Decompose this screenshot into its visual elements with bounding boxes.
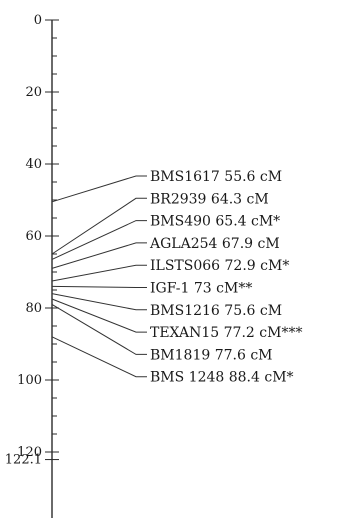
marker-label: BMS1216 75.6 cM	[150, 303, 282, 319]
marker-label: IGF-1 73 cM**	[150, 281, 252, 297]
axis-tick-label: 20	[25, 85, 42, 100]
marker-label: AGLA254 67.9 cM	[149, 236, 280, 252]
marker-connectors	[51, 175, 147, 378]
marker-connector	[51, 264, 147, 282]
axis-tick-label: 40	[25, 157, 42, 172]
axis-tick-label: 100	[17, 373, 42, 388]
marker-connector	[51, 197, 147, 255]
axis-tick-label: 122.1	[5, 453, 42, 468]
marker-label: ILSTS066 72.9 cM*	[150, 258, 289, 274]
marker-connector	[51, 298, 147, 333]
marker-connector	[51, 175, 147, 203]
marker-connector	[51, 220, 147, 260]
marker-label: BMS 1248 88.4 cM*	[150, 370, 294, 386]
marker-connector	[51, 242, 147, 269]
marker-label: BMS1617 55.6 cM	[150, 169, 282, 185]
marker-label: TEXAN15 77.2 cM***	[150, 325, 302, 341]
marker-connector	[51, 293, 147, 311]
marker-connector	[51, 336, 147, 378]
axis-tick-label: 80	[25, 301, 42, 316]
marker-connector	[51, 285, 147, 288]
marker-connector	[51, 303, 147, 355]
marker-label: BR2939 64.3 cM	[150, 191, 269, 207]
marker-labels: BMS1617 55.6 cM BR2939 64.3 cM BMS490 65.4…	[149, 169, 302, 386]
marker-label: BM1819 77.6 cM	[150, 347, 273, 363]
marker-label: BMS490 65.4 cM*	[150, 214, 280, 230]
axis-tick-label: 60	[25, 229, 42, 244]
axis-tick-label: 120	[17, 445, 42, 460]
axis-tick-label: 0	[34, 13, 42, 28]
